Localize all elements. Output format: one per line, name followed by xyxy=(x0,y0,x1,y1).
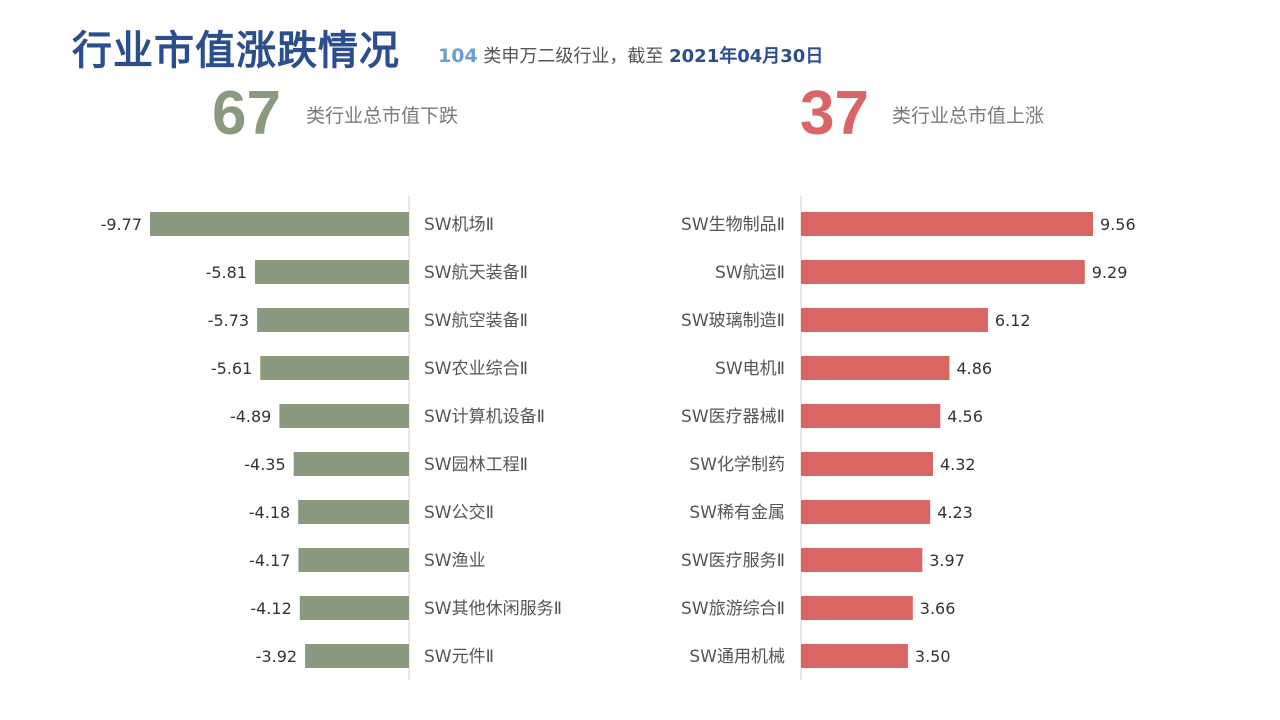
up-bar xyxy=(801,308,988,332)
up-category-label: SW医疗器械Ⅱ xyxy=(681,407,785,427)
down-bar xyxy=(150,212,409,236)
up-category-label: SW电机Ⅱ xyxy=(715,359,785,379)
up-label: 类行业总市值上涨 xyxy=(892,105,1045,127)
down-count: 67 xyxy=(212,79,281,148)
down-bar xyxy=(260,356,409,380)
down-value-label: -4.18 xyxy=(249,503,290,522)
up-value-label: 4.86 xyxy=(956,359,992,378)
down-value-label: -4.89 xyxy=(230,407,271,426)
subtitle-text: 类申万二级行业，截至 xyxy=(477,46,670,67)
down-category-label: SW计算机设备Ⅱ xyxy=(424,407,545,427)
down-bar xyxy=(305,644,409,668)
up-value-label: 9.29 xyxy=(1092,263,1128,282)
down-bar xyxy=(279,404,409,428)
up-value-label: 4.32 xyxy=(940,455,976,474)
down-value-label: -5.61 xyxy=(211,359,252,378)
down-value-label: -9.77 xyxy=(101,215,142,234)
down-bar-chart: -9.77 SW机场Ⅱ -5.81 SW航天装备Ⅱ -5.73 SW航空装备Ⅱ -5.61 S… xyxy=(101,196,562,680)
up-category-label: SW化学制药 xyxy=(689,455,785,475)
down-category-label: SW公交Ⅱ xyxy=(424,503,494,523)
up-bar xyxy=(801,452,933,476)
down-bar xyxy=(298,548,409,572)
down-label: 类行业总市值下跌 xyxy=(306,105,459,127)
up-value-label: 3.66 xyxy=(920,599,956,618)
down-category-label: SW农业综合Ⅱ xyxy=(424,359,528,379)
up-value-label: 4.56 xyxy=(947,407,983,426)
down-value-label: -4.12 xyxy=(250,599,291,618)
up-category-label: SW通用机械 xyxy=(689,647,785,667)
down-category-label: SW机场Ⅱ xyxy=(424,215,494,235)
up-bar xyxy=(801,500,931,524)
up-bar xyxy=(801,356,950,380)
down-category-label: SW航空装备Ⅱ xyxy=(424,311,528,331)
down-category-label: SW渔业 xyxy=(424,551,486,571)
down-category-label: SW园林工程Ⅱ xyxy=(424,455,528,475)
up-category-label: SW航运Ⅱ xyxy=(715,263,785,283)
up-category-label: SW医疗服务Ⅱ xyxy=(681,551,785,571)
up-bar xyxy=(801,644,908,668)
up-bar xyxy=(801,212,1093,236)
down-bar xyxy=(293,452,409,476)
down-category-label: SW航天装备Ⅱ xyxy=(424,263,528,283)
up-bar xyxy=(801,596,913,620)
up-value-label: 3.50 xyxy=(915,647,951,666)
down-value-label: -3.92 xyxy=(256,647,297,666)
down-category-label: SW元件Ⅱ xyxy=(424,647,494,667)
subtitle-industry-count: 104 xyxy=(438,45,478,67)
page-title: 行业市值涨跌情况 xyxy=(72,28,400,74)
up-category-label: SW稀有金属 xyxy=(689,503,785,523)
down-value-label: -5.73 xyxy=(208,311,249,330)
page-subtitle: 104 类申万二级行业，截至 2021年04月30日 xyxy=(438,42,823,68)
down-bar xyxy=(254,260,409,284)
down-value-label: -4.35 xyxy=(244,455,285,474)
subtitle-date: 2021年04月30日 xyxy=(669,46,824,67)
up-category-label: SW旅游综合Ⅱ xyxy=(681,599,785,619)
up-category-label: SW玻璃制造Ⅱ xyxy=(681,311,785,331)
down-bar xyxy=(298,500,409,524)
down-bar xyxy=(257,308,409,332)
up-value-label: 9.56 xyxy=(1100,215,1136,234)
up-category-label: SW生物制品Ⅱ xyxy=(681,215,785,235)
down-bar xyxy=(299,596,409,620)
down-value-label: -4.17 xyxy=(249,551,290,570)
up-value-label: 6.12 xyxy=(995,311,1031,330)
up-bar xyxy=(801,404,941,428)
up-bar xyxy=(801,260,1085,284)
down-value-label: -5.81 xyxy=(206,263,247,282)
up-value-label: 4.23 xyxy=(937,503,973,522)
up-count: 37 xyxy=(800,79,869,148)
up-value-label: 3.97 xyxy=(929,551,965,570)
up-bar-chart: 9.56 SW生物制品Ⅱ 9.29 SW航运Ⅱ 6.12 SW玻璃制造Ⅱ 4.86 SW电机Ⅱ… xyxy=(681,196,1136,680)
down-category-label: SW其他休闲服务Ⅱ xyxy=(424,599,562,619)
up-bar xyxy=(801,548,923,572)
